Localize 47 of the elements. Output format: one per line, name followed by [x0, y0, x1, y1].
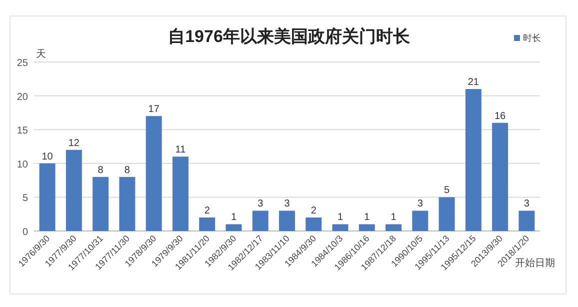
y-tick-label: 0 — [22, 227, 28, 238]
data-label: 1 — [230, 212, 237, 224]
y-tick-label: 20 — [16, 92, 28, 103]
bar — [492, 122, 508, 231]
bar — [412, 210, 428, 231]
data-label: 8 — [124, 164, 130, 176]
y-tick-label: 10 — [16, 159, 28, 170]
data-label: 21 — [468, 77, 480, 88]
data-label: 3 — [258, 198, 264, 210]
bar — [226, 224, 242, 231]
data-label: 3 — [284, 198, 290, 210]
data-label: 5 — [444, 185, 450, 196]
bar — [465, 89, 482, 231]
bar — [438, 197, 455, 231]
data-label: 10 — [42, 151, 54, 162]
bar — [358, 224, 375, 231]
data-label: 2 — [310, 205, 317, 216]
bar — [172, 156, 188, 231]
bar — [518, 210, 535, 231]
data-label: 3 — [417, 198, 424, 210]
bar — [119, 176, 136, 231]
bar — [279, 210, 295, 231]
data-label: 3 — [524, 198, 530, 210]
legend-label: 时长 — [523, 33, 541, 43]
bar — [66, 150, 82, 231]
data-label: 1 — [337, 212, 344, 224]
data-label: 12 — [68, 138, 80, 149]
bar — [306, 217, 322, 231]
data-label: 2 — [204, 205, 210, 216]
y-tick-label: 15 — [16, 126, 28, 137]
data-label: 16 — [494, 110, 506, 122]
bar — [39, 163, 56, 231]
bar — [332, 224, 348, 231]
bar — [146, 116, 162, 231]
chart-title: 自1976年以来美国政府关门时长 — [168, 27, 411, 46]
data-label: 1 — [364, 212, 370, 224]
bar — [386, 224, 402, 231]
data-label: 8 — [98, 164, 104, 176]
bar — [252, 210, 268, 231]
data-label: 1 — [390, 212, 397, 224]
data-label: 11 — [175, 144, 186, 156]
y-tick-label: 5 — [22, 193, 28, 204]
y-axis-title: 天 — [36, 49, 46, 60]
bar — [92, 176, 109, 231]
y-tick-label: 25 — [16, 58, 28, 69]
data-label: 17 — [148, 104, 160, 116]
bar — [199, 217, 216, 231]
